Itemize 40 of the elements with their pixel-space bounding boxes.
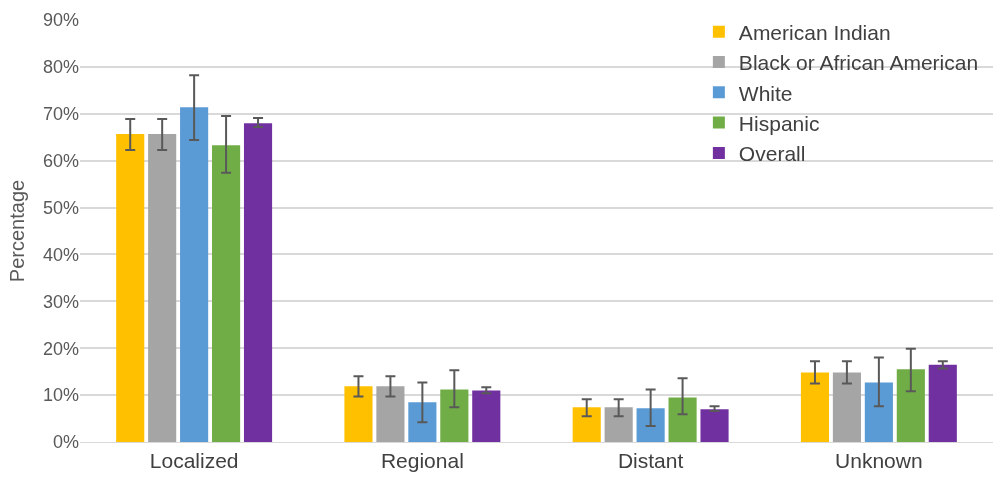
bar [243, 123, 273, 442]
y-tick-label: 90% [42, 10, 79, 31]
bar [604, 407, 633, 442]
bar [376, 386, 405, 442]
bar [896, 369, 925, 442]
x-tick-label: Unknown [835, 449, 923, 473]
bar [800, 372, 830, 442]
bar [700, 409, 729, 442]
y-tick-label: 80% [42, 57, 79, 78]
y-tick-label: 50% [42, 197, 79, 218]
bar [148, 133, 177, 442]
y-tick-label: 40% [42, 244, 79, 265]
bar [832, 372, 861, 442]
bar [440, 389, 469, 442]
bar [928, 364, 957, 442]
bar [116, 133, 145, 442]
y-tick-label: 20% [42, 338, 79, 359]
bar [180, 107, 209, 442]
legend-label: Black or African American [738, 51, 979, 75]
bar [408, 402, 437, 442]
y-tick-label: 70% [42, 104, 79, 125]
y-tick-label: 10% [42, 385, 79, 406]
y-axis-title: Percentage [6, 179, 29, 283]
legend-label: American Indian [738, 20, 891, 44]
x-tick-label: Distant [617, 449, 684, 473]
bar [668, 397, 697, 442]
bar [212, 145, 241, 442]
legend-label: Overall [738, 142, 806, 166]
bar [344, 386, 373, 442]
bar [636, 408, 665, 442]
legend-label: White [738, 81, 793, 105]
legend-label: Hispanic [738, 111, 820, 135]
bar [864, 382, 893, 442]
bar [472, 390, 501, 442]
bar [572, 407, 601, 442]
y-tick-label: 60% [42, 150, 79, 171]
x-tick-label: Regional [380, 449, 464, 473]
y-tick-label: 30% [42, 291, 79, 312]
x-tick-label: Localized [149, 449, 239, 473]
y-tick-label: 0% [52, 432, 79, 453]
